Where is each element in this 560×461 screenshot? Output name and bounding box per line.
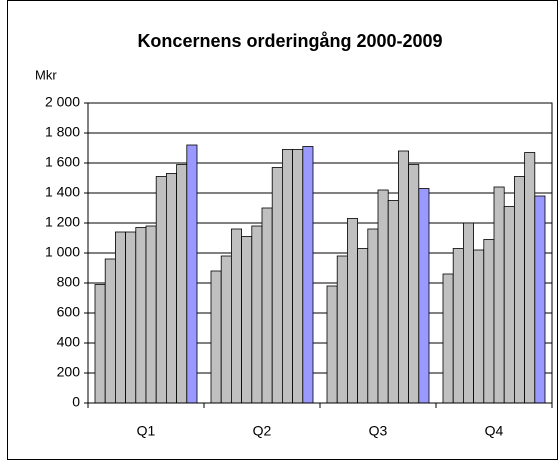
bar xyxy=(524,152,536,404)
y-tick-label: 1 800 xyxy=(45,124,80,140)
bar xyxy=(514,176,526,404)
bar xyxy=(473,249,485,404)
bar xyxy=(377,189,389,404)
bar xyxy=(357,248,369,404)
x-tick-label: Q2 xyxy=(253,423,272,439)
bar xyxy=(271,167,283,404)
y-tick-label: 1 000 xyxy=(45,244,80,260)
y-axis-label: Mkr xyxy=(35,67,57,82)
bar xyxy=(145,225,157,404)
bar xyxy=(292,149,304,404)
bar xyxy=(493,186,505,404)
bar xyxy=(220,255,232,404)
bar xyxy=(397,150,409,404)
bar xyxy=(326,285,338,404)
bar xyxy=(483,239,495,404)
bar xyxy=(135,227,147,404)
bar xyxy=(241,236,253,404)
y-tick-label: 200 xyxy=(57,364,81,380)
y-tick-label: 1 200 xyxy=(45,214,80,230)
y-tick-label: 800 xyxy=(57,274,81,290)
bar xyxy=(176,164,188,404)
bar xyxy=(336,255,348,404)
y-tick-label: 400 xyxy=(57,334,81,350)
bar xyxy=(94,284,106,404)
bar xyxy=(534,195,546,404)
bar xyxy=(302,146,314,404)
y-tick-label: 1 600 xyxy=(45,154,80,170)
x-tick-label: Q1 xyxy=(137,423,156,439)
x-tick-label: Q3 xyxy=(369,423,388,439)
x-tick-label: Q4 xyxy=(485,423,504,439)
bar xyxy=(452,248,464,404)
bar xyxy=(387,200,399,404)
chart-title: Koncernens orderingång 2000-2009 xyxy=(137,31,442,51)
bar xyxy=(115,231,127,404)
bar xyxy=(462,222,474,404)
bar xyxy=(210,270,222,404)
bar xyxy=(346,218,358,404)
bar xyxy=(155,176,167,404)
bar xyxy=(261,207,273,404)
bar xyxy=(165,173,177,404)
y-tick-label: 1 400 xyxy=(45,184,80,200)
bar xyxy=(442,273,454,404)
bar xyxy=(230,228,242,404)
y-tick-label: 600 xyxy=(57,304,81,320)
y-tick-label: 2 000 xyxy=(45,94,80,110)
bar xyxy=(186,144,198,404)
bar xyxy=(503,206,515,404)
bar xyxy=(125,231,137,404)
bar xyxy=(418,188,430,404)
bar xyxy=(367,228,379,404)
bar xyxy=(251,225,263,404)
bar xyxy=(104,258,116,404)
bar xyxy=(281,149,293,404)
plot-border xyxy=(87,102,553,404)
bar xyxy=(408,164,420,404)
y-tick-label: 0 xyxy=(72,394,80,410)
